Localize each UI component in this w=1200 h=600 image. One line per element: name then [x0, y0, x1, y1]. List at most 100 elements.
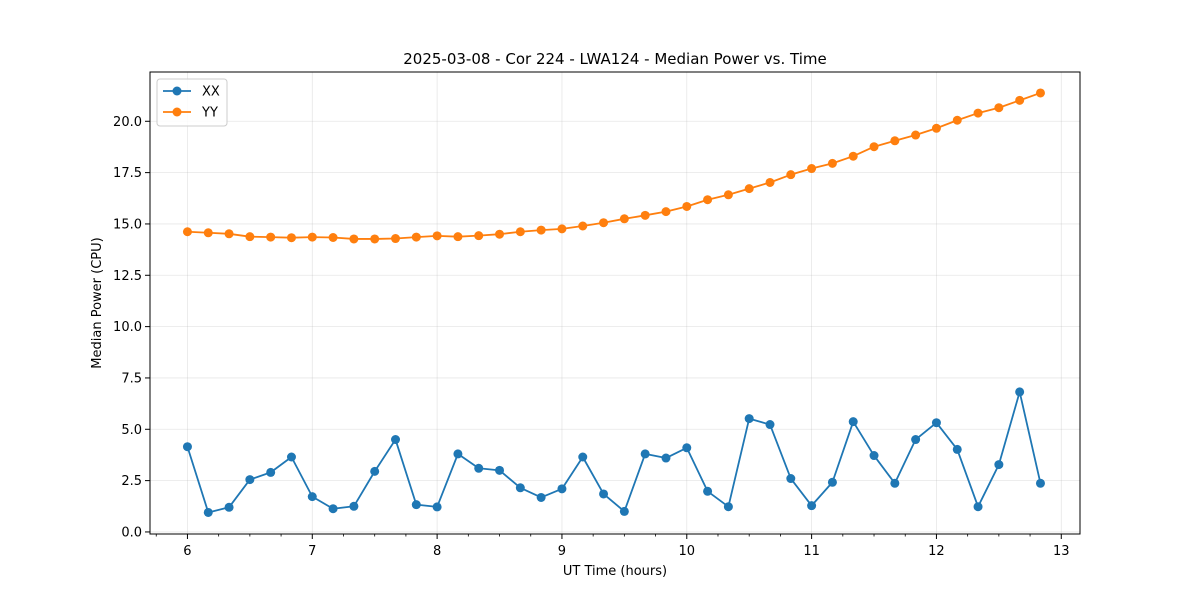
data-point-xx: [370, 466, 380, 476]
data-point-yy: [453, 232, 463, 242]
data-point-xx: [994, 460, 1004, 470]
series-layer: [182, 88, 1045, 517]
data-point-xx: [474, 463, 484, 473]
data-point-yy: [640, 210, 650, 220]
data-point-xx: [952, 444, 962, 454]
data-point-xx: [619, 506, 629, 516]
series-xx: [182, 387, 1045, 517]
grid: [150, 72, 1080, 534]
legend-marker-xx: [172, 86, 182, 96]
data-point-xx: [703, 486, 713, 496]
data-point-yy: [807, 164, 817, 174]
data-point-xx: [1015, 387, 1025, 397]
legend-label-xx: XX: [202, 85, 220, 100]
y-tick-label: 12.5: [113, 269, 142, 284]
data-point-yy: [495, 229, 505, 239]
data-point-xx: [578, 452, 588, 462]
data-point-yy: [765, 177, 775, 187]
data-point-yy: [536, 225, 546, 235]
data-point-yy: [682, 201, 692, 211]
data-point-yy: [911, 130, 921, 140]
axis-ticks: 6 7 8 9 10 11 12 13 0.0 2.5 5.0 7.5 10.0 12.5 15.0 17.5…: [113, 115, 1070, 559]
data-point-xx: [640, 449, 650, 459]
y-tick-label: 0.0: [121, 525, 142, 540]
data-point-yy: [786, 170, 796, 180]
data-point-xx: [557, 484, 567, 494]
chart-title: 2025-03-08 - Cor 224 - LWA124 - Median P…: [403, 50, 827, 68]
x-tick-label: 12: [928, 544, 945, 559]
data-point-xx: [515, 483, 525, 493]
data-point-xx: [744, 414, 754, 424]
y-tick-label: 17.5: [113, 166, 142, 181]
data-point-yy: [848, 151, 858, 161]
data-point-xx: [661, 453, 671, 463]
data-point-yy: [203, 228, 213, 238]
x-tick-label: 13: [1053, 544, 1070, 559]
series-yy: [182, 88, 1045, 244]
data-point-xx: [786, 474, 796, 484]
data-point-xx: [495, 465, 505, 475]
data-point-yy: [286, 233, 296, 243]
data-point-xx: [224, 502, 234, 512]
data-point-xx: [182, 442, 192, 452]
data-point-xx: [807, 501, 817, 511]
data-point-xx: [599, 489, 609, 499]
data-point-yy: [973, 108, 983, 118]
data-point-yy: [1035, 88, 1045, 98]
data-point-yy: [890, 136, 900, 146]
x-tick-label: 6: [183, 544, 191, 559]
data-point-yy: [391, 234, 401, 244]
data-point-xx: [973, 502, 983, 512]
legend-marker-yy: [172, 107, 182, 117]
data-point-xx: [307, 492, 317, 502]
x-tick-label: 9: [558, 544, 566, 559]
x-tick-label: 7: [308, 544, 316, 559]
y-tick-label: 2.5: [121, 474, 142, 489]
data-point-xx: [411, 500, 421, 510]
data-point-yy: [266, 232, 276, 242]
data-point-yy: [994, 103, 1004, 113]
data-point-xx: [349, 501, 359, 511]
data-point-xx: [286, 452, 296, 462]
data-point-yy: [703, 195, 713, 205]
legend-label-yy: YY: [201, 106, 218, 121]
data-point-xx: [203, 507, 213, 517]
data-point-xx: [723, 502, 733, 512]
y-tick-label: 10.0: [113, 320, 142, 335]
data-point-xx: [765, 420, 775, 430]
data-point-yy: [370, 234, 380, 244]
data-point-xx: [682, 443, 692, 453]
data-point-yy: [557, 224, 567, 234]
x-axis-title: UT Time (hours): [563, 564, 667, 579]
plot-frame: [149, 71, 1081, 535]
data-point-yy: [515, 227, 525, 237]
y-axis-title: Median Power (CPU): [90, 237, 105, 368]
data-point-yy: [182, 227, 192, 237]
data-point-xx: [245, 475, 255, 485]
data-point-yy: [827, 158, 837, 168]
data-point-xx: [848, 417, 858, 427]
data-point-yy: [307, 232, 317, 242]
x-tick-label: 10: [679, 544, 696, 559]
x-tick-label: 11: [803, 544, 820, 559]
data-point-xx: [391, 435, 401, 445]
data-point-yy: [661, 207, 671, 217]
data-point-xx: [869, 451, 879, 461]
data-point-yy: [432, 231, 442, 241]
data-point-yy: [245, 232, 255, 242]
data-point-xx: [911, 435, 921, 445]
x-tick-label: 8: [433, 544, 441, 559]
data-point-yy: [328, 233, 338, 242]
data-point-yy: [349, 234, 359, 244]
data-point-yy: [474, 231, 484, 241]
data-point-xx: [931, 418, 941, 428]
data-point-yy: [578, 221, 588, 231]
data-point-xx: [536, 492, 546, 502]
y-tick-label: 7.5: [121, 371, 142, 386]
data-point-xx: [1035, 478, 1045, 488]
data-point-yy: [723, 190, 733, 200]
data-point-yy: [411, 232, 421, 242]
data-point-yy: [1015, 95, 1025, 105]
data-point-yy: [952, 115, 962, 125]
